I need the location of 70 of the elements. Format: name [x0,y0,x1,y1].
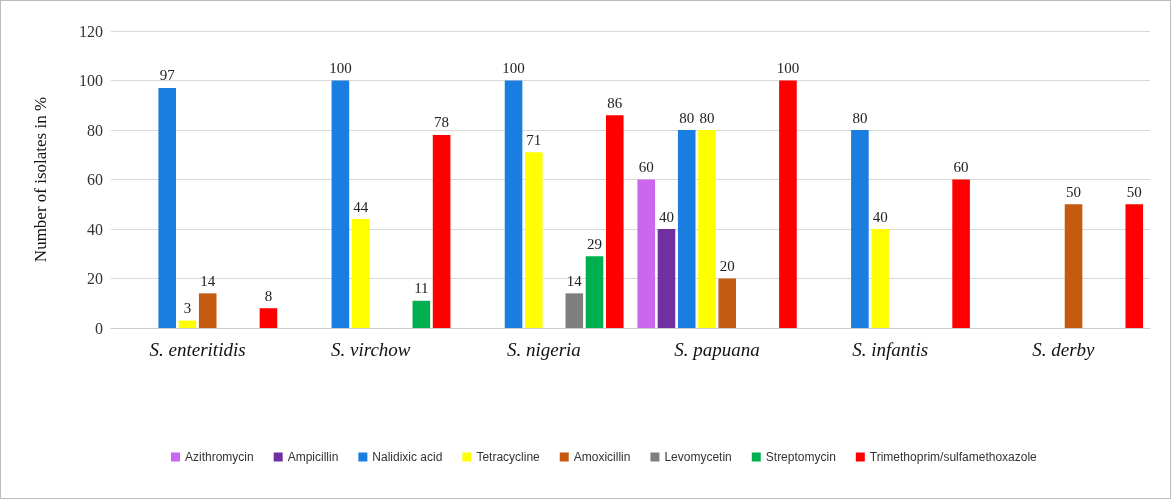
y-tick-label: 40 [87,220,103,238]
data-label: 50 [1066,183,1082,200]
data-label: 100 [776,60,800,76]
data-label: 14 [200,272,216,289]
data-label: 60 [953,159,969,175]
x-tick-label: S. papuana [674,339,760,360]
legend-label: Nalidixic acid [372,450,443,464]
legend-label: Tetracycline [476,450,541,464]
data-label: 11 [414,280,429,297]
legend-label: Azithromycin [185,450,254,464]
bar [605,115,624,328]
x-tick-label: S. nigeria [506,339,581,360]
legend-label: Levomycetin [664,450,732,464]
legend-label: Trimethoprim/sulfamethoxazole [869,450,1038,464]
data-label: 80 [679,109,695,126]
data-label: 71 [526,131,542,148]
bar [198,293,217,328]
bar [657,229,676,328]
legend-label: Ampicillin [287,450,339,464]
y-tick-label: 120 [79,22,103,40]
y-axis-title: Number of isolates in % [31,96,50,263]
y-tick-label: 20 [87,270,103,287]
x-tick-label: S. enteritidis [149,339,246,360]
data-label: 86 [607,94,623,111]
data-label: 20 [719,258,735,274]
data-label: 80 [852,109,868,126]
data-label: 78 [434,114,450,131]
bar [565,293,584,328]
y-tick-label: 0 [95,319,103,337]
data-label: 100 [502,60,525,76]
bar [637,179,656,328]
bar [412,300,431,328]
data-label: 8 [264,287,273,304]
data-label: 40 [658,208,674,225]
data-label: 97 [159,67,176,84]
x-tick-label: S. derby [1032,339,1096,360]
data-label: 14 [566,272,583,289]
bar [331,80,350,328]
bar [1064,204,1083,328]
bar [504,80,523,328]
data-label: 44 [353,198,369,215]
x-tick-label: S. virchow [330,339,411,360]
bar [178,320,197,328]
x-tick-label: S. infantis [852,339,929,360]
bar [351,219,370,328]
bar [871,229,889,328]
bar [779,80,797,328]
bar [259,308,278,328]
y-tick-label: 60 [87,171,103,188]
bar [432,134,451,328]
data-label: 3 [183,300,192,317]
bar [718,278,737,328]
data-label: 80 [699,109,715,126]
data-label: 50 [1126,183,1142,200]
bar [677,130,696,328]
y-tick-label: 80 [87,121,103,139]
legend-label: Streptomycin [765,450,836,464]
bar [585,256,604,328]
bar [1125,204,1144,328]
bar [524,152,543,328]
bar [952,179,970,328]
bar [698,130,716,328]
legend-label: Amoxicillin [573,450,631,464]
y-tick-label: 100 [79,72,103,89]
data-label: 60 [638,159,654,175]
data-label: 29 [587,235,603,252]
bar [158,87,177,328]
data-label: 100 [329,60,352,76]
data-label: 40 [872,208,888,225]
bar [851,130,869,328]
